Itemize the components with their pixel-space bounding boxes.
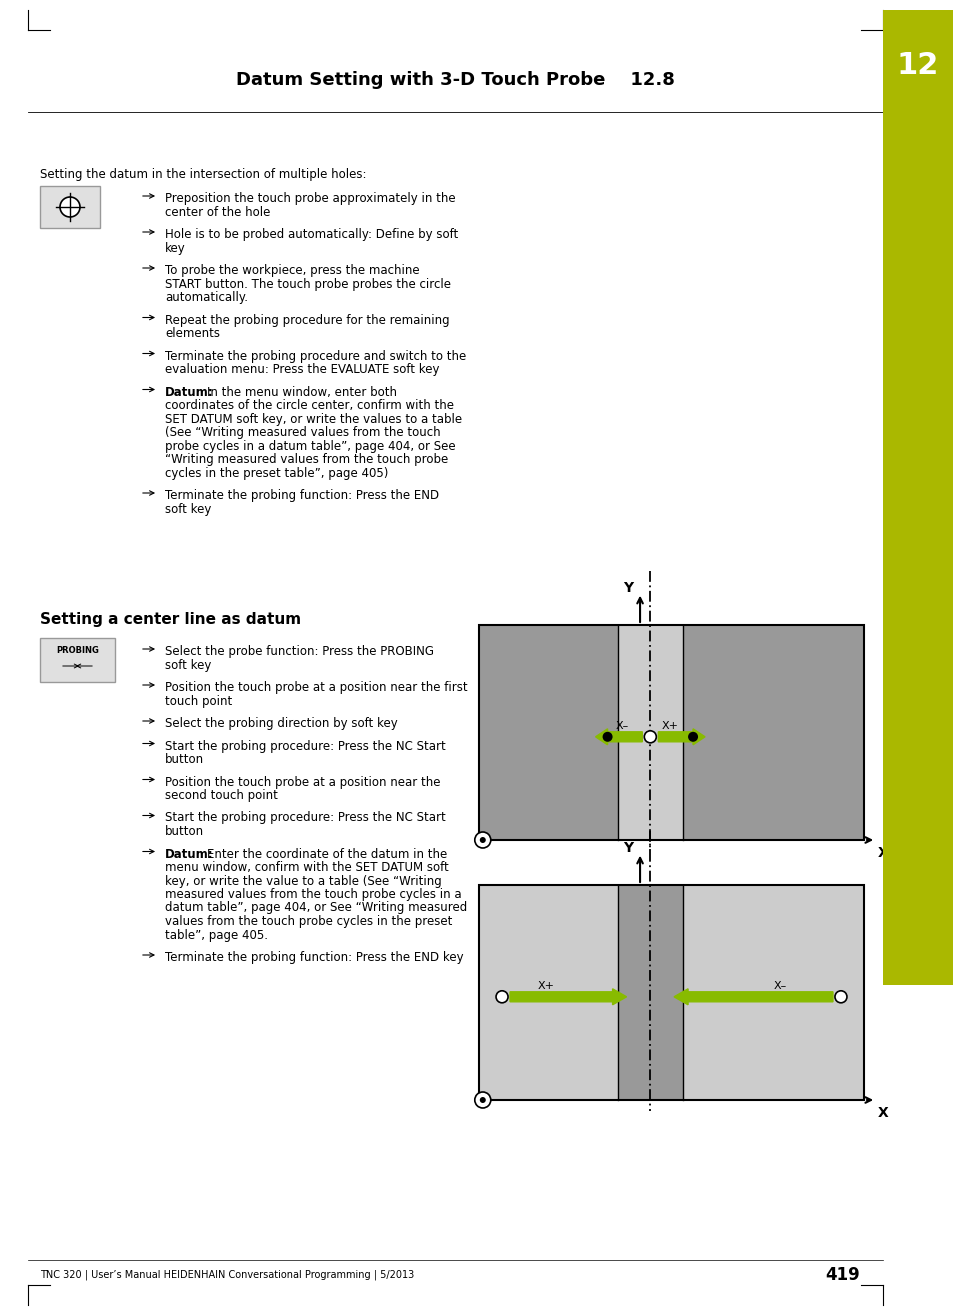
Circle shape bbox=[475, 832, 490, 848]
FancyArrow shape bbox=[674, 989, 832, 1005]
Text: elements: elements bbox=[165, 327, 220, 341]
Text: 12: 12 bbox=[896, 50, 938, 79]
Text: coordinates of the circle center, confirm with the: coordinates of the circle center, confir… bbox=[165, 398, 454, 412]
Text: key: key bbox=[165, 242, 186, 255]
Text: X: X bbox=[877, 1106, 888, 1120]
Bar bbox=[617, 885, 682, 1101]
Text: Repeat the probing procedure for the remaining: Repeat the probing procedure for the rem… bbox=[165, 313, 449, 326]
Text: Datum:: Datum: bbox=[165, 847, 213, 860]
Bar bbox=[478, 885, 617, 1101]
Text: key, or write the value to a table (See “Writing: key, or write the value to a table (See … bbox=[165, 874, 441, 888]
Text: Y: Y bbox=[622, 840, 633, 855]
Circle shape bbox=[643, 731, 656, 743]
Text: button: button bbox=[165, 825, 204, 838]
Text: PROBING: PROBING bbox=[56, 646, 99, 655]
FancyArrow shape bbox=[595, 729, 641, 744]
Text: Position the touch probe at a position near the: Position the touch probe at a position n… bbox=[165, 776, 440, 789]
Text: second touch point: second touch point bbox=[165, 789, 277, 802]
Circle shape bbox=[687, 732, 698, 742]
Text: soft key: soft key bbox=[165, 659, 212, 672]
Text: X–: X– bbox=[772, 981, 785, 990]
Text: datum table”, page 404, or See “Writing measured: datum table”, page 404, or See “Writing … bbox=[165, 902, 467, 914]
Text: X+: X+ bbox=[661, 721, 679, 731]
Text: table”, page 405.: table”, page 405. bbox=[165, 928, 268, 942]
Text: Enter the coordinate of the datum in the: Enter the coordinate of the datum in the bbox=[207, 847, 447, 860]
Text: X: X bbox=[877, 846, 888, 860]
Circle shape bbox=[475, 1091, 490, 1109]
Text: In the menu window, enter both: In the menu window, enter both bbox=[207, 385, 396, 398]
Text: X–: X– bbox=[615, 721, 628, 731]
Text: (See “Writing measured values from the touch: (See “Writing measured values from the t… bbox=[165, 426, 440, 439]
Text: Datum:: Datum: bbox=[165, 385, 213, 398]
Circle shape bbox=[834, 990, 846, 1003]
Circle shape bbox=[602, 732, 612, 742]
Text: Datum Setting with 3-D Touch Probe    12.8: Datum Setting with 3-D Touch Probe 12.8 bbox=[235, 71, 674, 89]
Text: soft key: soft key bbox=[165, 502, 212, 515]
Circle shape bbox=[496, 990, 508, 1003]
Text: button: button bbox=[165, 753, 204, 767]
FancyArrow shape bbox=[510, 989, 626, 1005]
Bar bbox=[682, 625, 863, 840]
Circle shape bbox=[60, 197, 80, 217]
Text: Setting the datum in the intersection of multiple holes:: Setting the datum in the intersection of… bbox=[40, 168, 366, 181]
Text: Y: Y bbox=[622, 581, 633, 594]
Text: X+: X+ bbox=[537, 981, 555, 990]
Text: Select the probe function: Press the PROBING: Select the probe function: Press the PRO… bbox=[165, 644, 434, 658]
Text: cycles in the preset table”, page 405): cycles in the preset table”, page 405) bbox=[165, 467, 388, 480]
Text: Terminate the probing procedure and switch to the: Terminate the probing procedure and swit… bbox=[165, 350, 466, 363]
Bar bbox=[40, 638, 115, 682]
Bar bbox=[882, 11, 953, 985]
Text: automatically.: automatically. bbox=[165, 291, 248, 304]
Text: Terminate the probing function: Press the END: Terminate the probing function: Press th… bbox=[165, 489, 438, 502]
Text: Select the probing direction by soft key: Select the probing direction by soft key bbox=[165, 717, 397, 730]
Text: Start the probing procedure: Press the NC Start: Start the probing procedure: Press the N… bbox=[165, 811, 445, 825]
Text: TNC 320 | User’s Manual HEIDENHAIN Conversational Programming | 5/2013: TNC 320 | User’s Manual HEIDENHAIN Conve… bbox=[40, 1270, 414, 1281]
Text: Position the touch probe at a position near the first: Position the touch probe at a position n… bbox=[165, 681, 467, 694]
FancyArrow shape bbox=[658, 729, 704, 744]
Bar bbox=[478, 625, 863, 840]
Text: 419: 419 bbox=[824, 1266, 859, 1283]
Text: measured values from the touch probe cycles in a: measured values from the touch probe cyc… bbox=[165, 888, 461, 901]
Text: Hole is to be probed automatically: Define by soft: Hole is to be probed automatically: Defi… bbox=[165, 227, 457, 241]
Text: To probe the workpiece, press the machine: To probe the workpiece, press the machin… bbox=[165, 264, 419, 277]
Text: Start the probing procedure: Press the NC Start: Start the probing procedure: Press the N… bbox=[165, 739, 445, 752]
Circle shape bbox=[479, 1097, 485, 1103]
Text: touch point: touch point bbox=[165, 694, 232, 707]
Bar bbox=[478, 625, 617, 840]
Text: START button. The touch probe probes the circle: START button. The touch probe probes the… bbox=[165, 277, 451, 291]
Text: SET DATUM soft key, or write the values to a table: SET DATUM soft key, or write the values … bbox=[165, 413, 461, 426]
Circle shape bbox=[479, 838, 485, 843]
Text: Preposition the touch probe approximately in the: Preposition the touch probe approximatel… bbox=[165, 192, 456, 205]
Text: center of the hole: center of the hole bbox=[165, 205, 270, 218]
Text: evaluation menu: Press the EVALUATE soft key: evaluation menu: Press the EVALUATE soft… bbox=[165, 363, 439, 376]
Text: probe cycles in a datum table”, page 404, or See: probe cycles in a datum table”, page 404… bbox=[165, 439, 456, 452]
Bar bbox=[617, 625, 682, 840]
Bar bbox=[40, 185, 100, 227]
Bar bbox=[478, 885, 863, 1101]
Text: Setting a center line as datum: Setting a center line as datum bbox=[40, 611, 301, 627]
Text: menu window, confirm with the SET DATUM soft: menu window, confirm with the SET DATUM … bbox=[165, 861, 448, 874]
Text: Terminate the probing function: Press the END key: Terminate the probing function: Press th… bbox=[165, 951, 463, 964]
Text: values from the touch probe cycles in the preset: values from the touch probe cycles in th… bbox=[165, 915, 452, 928]
Bar bbox=[682, 885, 863, 1101]
Text: “Writing measured values from the touch probe: “Writing measured values from the touch … bbox=[165, 452, 448, 466]
